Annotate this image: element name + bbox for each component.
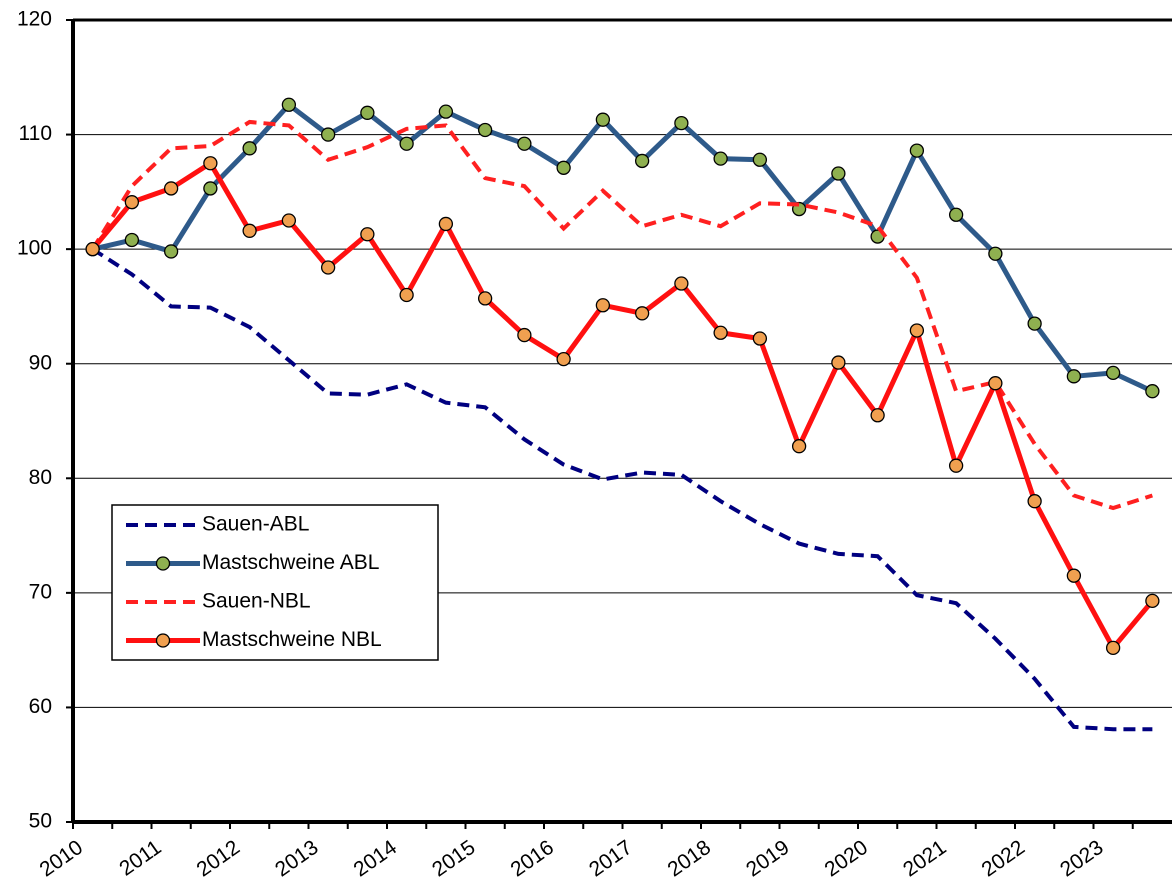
point <box>870 408 885 423</box>
point <box>477 291 493 306</box>
y-tick-label: 120 <box>17 8 52 31</box>
point <box>242 223 257 238</box>
point <box>909 143 925 158</box>
point <box>517 136 532 151</box>
point <box>438 216 454 232</box>
point <box>948 458 964 473</box>
x-tick-label: 2011 <box>115 836 165 881</box>
point <box>634 306 650 321</box>
point <box>752 152 768 167</box>
y-tick-label: 100 <box>17 237 52 260</box>
point <box>203 156 218 171</box>
y-tick-label: 110 <box>19 122 52 145</box>
point <box>1066 568 1082 583</box>
x-tick-label: 2021 <box>899 836 950 882</box>
point <box>1027 494 1042 509</box>
x-tick-label: 2022 <box>978 836 1029 882</box>
x-tick-label: 2014 <box>350 836 402 882</box>
point <box>713 325 728 340</box>
x-tick-label: 2018 <box>664 836 715 882</box>
point <box>438 104 454 119</box>
x-tick-label: 2016 <box>507 836 558 882</box>
legend-box <box>111 504 439 661</box>
series-line <box>92 101 1154 394</box>
point <box>242 141 257 156</box>
legend-label: Mastschweine ABL <box>202 551 379 574</box>
x-tick-label: 2020 <box>821 836 872 882</box>
legend-label: Mastschweine NBL <box>202 628 382 651</box>
legend-marker <box>155 556 171 571</box>
y-tick-label: 70 <box>29 580 52 603</box>
x-tick-label: 2015 <box>428 836 479 882</box>
point <box>281 97 297 112</box>
x-tick-label: 2019 <box>742 836 793 882</box>
point <box>124 232 140 248</box>
point <box>399 136 414 151</box>
point <box>988 376 1003 391</box>
x-tick-label: 2023 <box>1056 836 1107 882</box>
legend-marker <box>155 633 171 648</box>
point <box>909 323 925 338</box>
point <box>634 153 650 169</box>
point <box>752 331 768 346</box>
y-tick-label: 50 <box>29 810 52 833</box>
point <box>360 227 375 242</box>
x-tick-label: 2013 <box>271 836 322 882</box>
point <box>320 127 336 142</box>
point <box>831 166 846 181</box>
point <box>477 122 493 138</box>
point <box>399 287 414 303</box>
point <box>517 327 532 343</box>
x-tick-label: 2010 <box>36 836 87 882</box>
point <box>85 241 100 257</box>
point <box>556 351 571 367</box>
series-line <box>90 119 1153 511</box>
point <box>163 244 179 259</box>
point <box>203 181 218 196</box>
y-tick-label: 90 <box>29 351 52 374</box>
point <box>281 213 297 228</box>
series-line <box>90 159 1155 653</box>
point <box>360 105 375 120</box>
x-tick-label: 2017 <box>585 836 636 882</box>
point <box>948 207 964 222</box>
x-tick-label: 2012 <box>193 836 244 882</box>
point <box>674 115 689 131</box>
point <box>595 112 611 127</box>
point <box>1105 640 1121 656</box>
point <box>320 260 336 275</box>
point <box>1145 593 1160 609</box>
y-tick-label: 80 <box>29 466 52 489</box>
y-tick-label: 60 <box>29 695 52 718</box>
point <box>163 181 179 196</box>
legend-label: Sauen-ABL <box>202 513 309 536</box>
legend-label: Sauen-NBL <box>202 590 311 613</box>
point <box>556 160 571 175</box>
point <box>831 355 846 370</box>
point <box>124 195 140 210</box>
point <box>1027 316 1042 331</box>
point <box>1105 365 1121 381</box>
point <box>595 298 611 313</box>
point <box>1145 384 1160 399</box>
point <box>713 151 728 166</box>
point <box>988 246 1003 261</box>
point <box>1066 369 1082 384</box>
point <box>791 439 807 454</box>
point <box>674 276 689 291</box>
